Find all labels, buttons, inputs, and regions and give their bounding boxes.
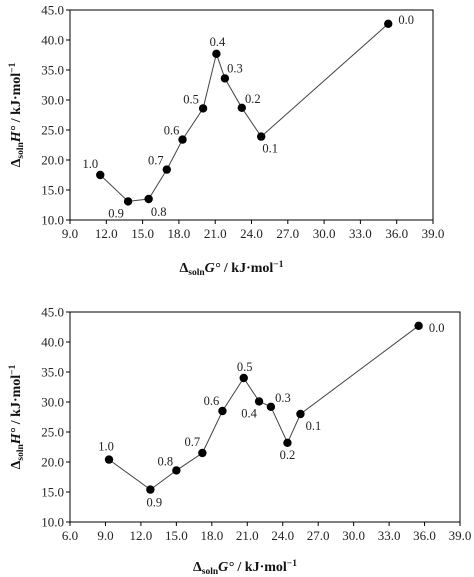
x-tick-label: 21.0 <box>204 226 227 241</box>
data-point-label: 0.7 <box>148 154 164 168</box>
x-tick-label: 24.0 <box>240 226 263 241</box>
data-point-label: 0.8 <box>151 205 167 219</box>
data-point-label: 0.6 <box>164 124 180 138</box>
data-point-label: 0.3 <box>227 61 243 75</box>
data-point-label: 0.8 <box>158 454 174 468</box>
data-point <box>198 104 208 113</box>
x-tick-label: 18.0 <box>200 528 223 543</box>
x-tick-label: 12.0 <box>130 528 153 543</box>
data-point <box>237 103 247 113</box>
x-tick-label: 18.0 <box>168 226 191 241</box>
x-tick-label: 30.0 <box>313 226 336 241</box>
data-point <box>266 402 276 411</box>
x-tick-label: 30.0 <box>342 528 365 543</box>
y-tick-label: 40.0 <box>41 335 64 350</box>
data-point-label: 0.9 <box>147 496 163 510</box>
data-point-label: 1.0 <box>82 157 98 171</box>
x-tick-label: 9.0 <box>62 226 78 241</box>
y-tick-label: 35.0 <box>41 63 64 78</box>
chart-bottom: 10.0 15.0 20.0 25.0 30.0 35.0 40.0 45.0 6.0 9.0 12… <box>8 305 471 577</box>
data-point <box>254 397 264 406</box>
x-tick-label: 36.0 <box>385 226 408 241</box>
data-point-label: 0.5 <box>183 92 199 106</box>
data-point <box>256 132 266 141</box>
data-point-label: 0.1 <box>262 142 278 156</box>
data-point <box>172 466 181 475</box>
data-point-label: 0.0 <box>398 13 414 27</box>
x-tick-label: 24.0 <box>271 528 294 543</box>
x-tick-label: 33.0 <box>378 528 401 543</box>
data-point-label: 0.4 <box>210 35 226 49</box>
data-point-label: 0.5 <box>237 360 253 374</box>
x-tick-label: 21.0 <box>236 528 259 543</box>
data-point-label: 1.0 <box>98 440 114 454</box>
x-tick-label: 39.0 <box>422 226 445 241</box>
y-tick-label: 35.0 <box>41 365 64 380</box>
y-tick-label: 10.0 <box>41 213 64 228</box>
data-point <box>144 194 153 204</box>
x-tick-label: 9.0 <box>97 528 113 543</box>
plot-frame <box>69 9 434 221</box>
x-axis-title: ΔsolnG° / kJ·mol−1 <box>193 559 297 577</box>
data-point <box>218 406 227 416</box>
x-axis-title: ΔsolnG° / kJ·mol−1 <box>180 260 284 278</box>
data-point-label: 0.0 <box>429 321 445 335</box>
y-tick-label: 25.0 <box>41 123 64 138</box>
data-point <box>178 135 187 144</box>
data-point <box>198 448 207 458</box>
data-point <box>239 373 248 383</box>
data-point <box>296 409 305 419</box>
data-point <box>146 485 155 494</box>
y-tick-label: 45.0 <box>41 3 64 18</box>
y-tick-label: 20.0 <box>41 153 64 168</box>
data-point <box>414 321 423 330</box>
data-point <box>283 438 292 447</box>
x-tick-label: 33.0 <box>349 226 372 241</box>
y-tick-label: 30.0 <box>41 93 64 108</box>
data-point <box>96 170 105 180</box>
series-line <box>108 325 419 491</box>
y-tick-label: 30.0 <box>41 395 64 410</box>
y-tick-label: 40.0 <box>41 33 64 48</box>
x-tick-label: 36.0 <box>413 528 436 543</box>
data-point-label: 0.1 <box>306 419 322 433</box>
data-point-label: 0.2 <box>245 92 261 106</box>
x-tick-label: 39.0 <box>449 528 472 543</box>
plot-frame <box>69 311 461 523</box>
chart-top: 10.0 15.0 20.0 25.0 30.0 35.0 40.0 45.0 9.0 12.0 1… <box>8 3 444 279</box>
y-tick-label: 20.0 <box>41 455 64 470</box>
data-point <box>212 49 221 58</box>
y-axis-title: ΔsolnH° / kJ·mol−1 <box>8 62 26 167</box>
x-tick-label: 12.0 <box>95 226 118 241</box>
x-tick-label: 27.0 <box>276 226 299 241</box>
y-tick-label: 25.0 <box>41 425 64 440</box>
data-point-label: 0.7 <box>185 435 201 449</box>
data-point <box>384 19 393 28</box>
y-tick-label: 15.0 <box>41 485 64 500</box>
data-point-label: 0.3 <box>275 391 291 405</box>
data-point <box>123 197 133 206</box>
data-point-label: 0.9 <box>108 206 124 220</box>
y-tick-label: 10.0 <box>41 515 64 530</box>
series-line <box>99 23 389 202</box>
y-axis-title: ΔsolnH° / kJ·mol−1 <box>8 364 26 469</box>
data-point-label: 0.2 <box>280 448 296 462</box>
x-tick-label: 6.0 <box>62 528 78 543</box>
data-point <box>104 455 114 464</box>
x-tick-label: 15.0 <box>131 226 154 241</box>
y-tick-label: 45.0 <box>41 305 64 320</box>
data-point <box>162 165 171 174</box>
y-tick-label: 15.0 <box>41 183 64 198</box>
data-point-label: 0.4 <box>241 406 257 420</box>
x-tick-label: 15.0 <box>165 528 188 543</box>
x-tick-label: 27.0 <box>307 528 330 543</box>
data-point <box>220 74 230 83</box>
data-point-label: 0.6 <box>204 394 220 408</box>
